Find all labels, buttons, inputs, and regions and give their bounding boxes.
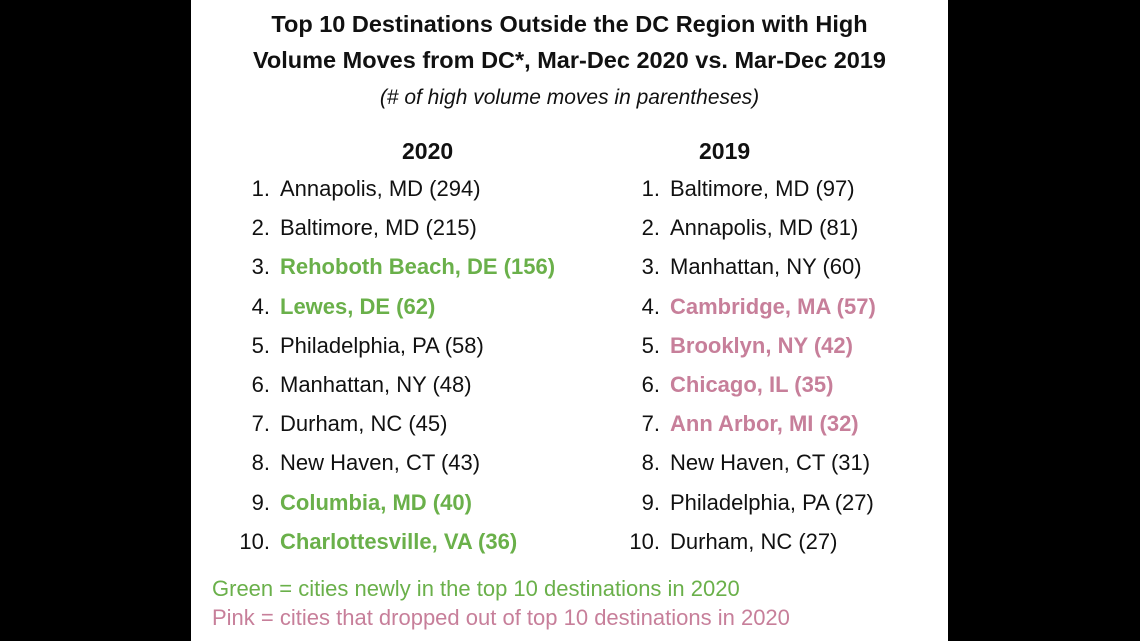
rank-number: 10. bbox=[629, 528, 660, 554]
rank-number: 5. bbox=[641, 332, 660, 358]
rank-number: 8. bbox=[641, 450, 660, 476]
list-item: 10. Charlottesville, VA (36) bbox=[221, 527, 555, 566]
rank-number: 9. bbox=[641, 489, 660, 515]
destination-list-2020: 1. Annapolis, MD (294) 2. Baltimore, MD (21… bbox=[221, 174, 555, 566]
rank-number: 7. bbox=[641, 411, 660, 437]
destination-text: Ann Arbor, MI (32) bbox=[670, 411, 859, 437]
list-item: 2. Annapolis, MD (81) bbox=[611, 213, 876, 252]
title-line-1: Top 10 Destinations Outside the DC Regio… bbox=[271, 11, 868, 37]
list-item: 8. New Haven, CT (31) bbox=[611, 448, 876, 487]
legend-green: Green = cities newly in the top 10 desti… bbox=[212, 576, 740, 601]
list-item: 4. Cambridge, MA (57) bbox=[611, 292, 876, 331]
list-item: 9. Columbia, MD (40) bbox=[221, 488, 555, 527]
destination-text: Rehoboth Beach, DE (156) bbox=[280, 254, 556, 280]
destination-text: Durham, NC (27) bbox=[670, 528, 838, 554]
list-item: 7. Ann Arbor, MI (32) bbox=[611, 409, 876, 448]
rank-number: 1. bbox=[251, 176, 270, 201]
list-item: 1. Annapolis, MD (294) bbox=[221, 174, 555, 213]
list-item: 7. Durham, NC (45) bbox=[221, 409, 555, 448]
destination-text: Columbia, MD (40) bbox=[280, 489, 472, 515]
destination-text: Cambridge, MA (57) bbox=[670, 293, 876, 319]
list-item: 2. Baltimore, MD (215) bbox=[221, 213, 555, 252]
rank-number: 10. bbox=[239, 528, 270, 554]
list-item: 1. Baltimore, MD (97) bbox=[611, 174, 876, 213]
rank-number: 9. bbox=[251, 489, 270, 515]
rank-number: 5. bbox=[251, 332, 270, 358]
destination-text: Durham, NC (45) bbox=[280, 411, 448, 437]
legend-pink: Pink = cities that dropped out of top 10… bbox=[212, 605, 790, 630]
destination-text: Lewes, DE (62) bbox=[280, 293, 436, 319]
destination-text: Brooklyn, NY (42) bbox=[670, 332, 853, 358]
list-item: 9. Philadelphia, PA (27) bbox=[611, 488, 876, 527]
column-heading-2019: 2019 bbox=[699, 138, 751, 164]
destination-text: Chicago, IL (35) bbox=[670, 371, 834, 397]
destination-text: Baltimore, MD (215) bbox=[280, 215, 477, 241]
destination-text: Philadelphia, PA (58) bbox=[280, 332, 484, 358]
list-item: 5. Brooklyn, NY (42) bbox=[611, 331, 876, 370]
destination-text: Manhattan, NY (60) bbox=[670, 254, 862, 280]
list-item: 4. Lewes, DE (62) bbox=[221, 292, 555, 331]
list-item: 5. Philadelphia, PA (58) bbox=[221, 331, 555, 370]
title: Top 10 Destinations Outside the DC Regio… bbox=[191, 6, 948, 78]
rank-number: 3. bbox=[251, 254, 270, 280]
destination-list-2019: 1. Baltimore, MD (97) 2. Annapolis, MD (81)… bbox=[611, 174, 876, 566]
rank-number: 3. bbox=[641, 254, 660, 280]
rank-number: 4. bbox=[641, 293, 660, 319]
subtitle: (# of high volume moves in parentheses) bbox=[379, 86, 760, 109]
column-heading-2020: 2020 bbox=[402, 138, 454, 164]
list-item: 6. Chicago, IL (35) bbox=[611, 370, 876, 409]
destination-text: Charlottesville, VA (36) bbox=[280, 528, 518, 554]
destination-text: Manhattan, NY (48) bbox=[280, 371, 472, 397]
destination-text: Baltimore, MD (97) bbox=[670, 176, 855, 201]
destination-text: Annapolis, MD (294) bbox=[280, 176, 481, 201]
rank-number: 8. bbox=[251, 450, 270, 476]
rank-number: 7. bbox=[251, 411, 270, 437]
rank-number: 6. bbox=[251, 371, 270, 397]
list-item: 8. New Haven, CT (43) bbox=[221, 448, 555, 487]
rank-number: 4. bbox=[251, 293, 270, 319]
rank-number: 2. bbox=[641, 215, 660, 241]
list-item: 3. Rehoboth Beach, DE (156) bbox=[221, 252, 555, 291]
rank-number: 2. bbox=[251, 215, 270, 241]
rank-number: 6. bbox=[641, 371, 660, 397]
destination-text: New Haven, CT (43) bbox=[280, 450, 481, 476]
destination-text: Philadelphia, PA (27) bbox=[670, 489, 874, 515]
list-item: 6. Manhattan, NY (48) bbox=[221, 370, 555, 409]
destination-text: New Haven, CT (31) bbox=[670, 450, 871, 476]
infographic-panel: Top 10 Destinations Outside the DC Regio… bbox=[191, 0, 948, 641]
list-item: 10. Durham, NC (27) bbox=[611, 527, 876, 566]
destination-text: Annapolis, MD (81) bbox=[670, 215, 859, 241]
list-item: 3. Manhattan, NY (60) bbox=[611, 252, 876, 291]
title-line-2: Volume Moves from DC*, Mar-Dec 2020 vs. … bbox=[252, 47, 887, 73]
rank-number: 1. bbox=[641, 176, 660, 201]
